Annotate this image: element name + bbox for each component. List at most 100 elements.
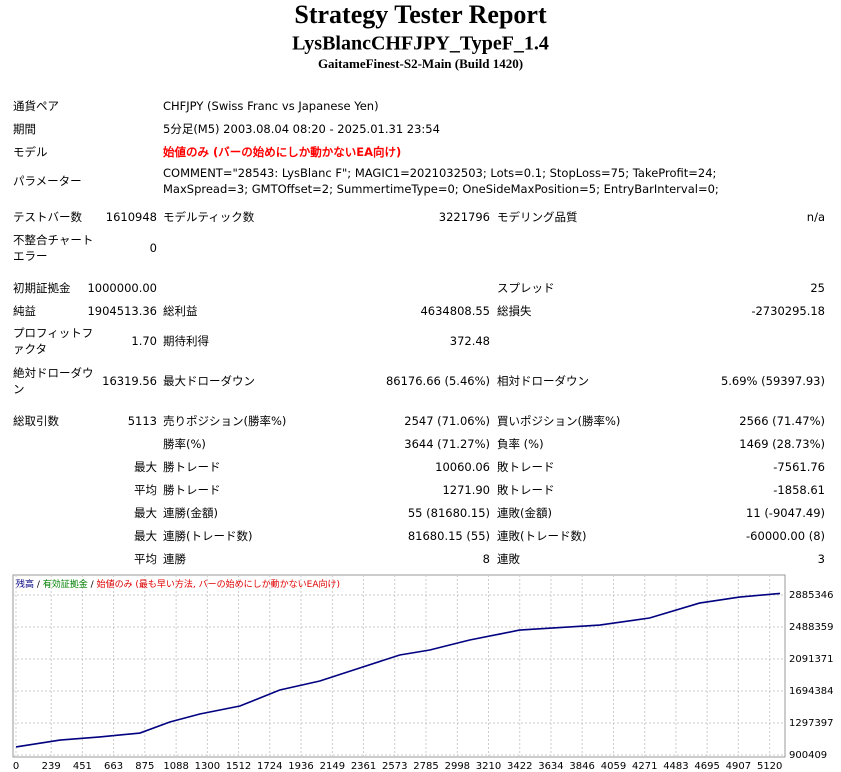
x-tick-label: 2785	[413, 761, 438, 772]
stat-label: 連勝(金額)	[163, 506, 218, 520]
x-tick-label: 3634	[538, 761, 563, 772]
x-tick-label: 1724	[257, 761, 282, 772]
y-tick-label: 2488359	[789, 622, 834, 633]
report-subtitle: LysBlancCHFJPY_TypeF_1.4	[292, 32, 549, 55]
stat-value: 8	[482, 552, 490, 566]
stat-label: 負率 (%)	[497, 437, 544, 451]
stat-label: 敗トレード	[497, 483, 555, 497]
info-value: CHFJPY (Swiss Franc vs Japanese Yen)	[163, 99, 379, 113]
stat-label: 連勝	[163, 552, 186, 566]
stat-label: 不整合チャートエラー	[13, 233, 94, 263]
stat-value: 25	[810, 281, 825, 295]
stat-value: 5.69% (59397.93)	[720, 374, 825, 388]
x-tick-label: 5120	[757, 761, 782, 772]
legend-separator: /	[34, 580, 43, 590]
stat-value: 1.70	[131, 334, 157, 348]
x-tick-label: 4483	[663, 761, 688, 772]
stat-value: 5113	[127, 414, 157, 428]
stat-label: 敗トレード	[497, 460, 555, 474]
stat-value: -60000.00 (8)	[746, 529, 825, 543]
x-tick-label: 4059	[601, 761, 626, 772]
report-server: GaitameFinest-S2-Main (Build 1420)	[317, 56, 524, 71]
info-value: 始値のみ (バーの始めにしか動かないEA向け)	[163, 145, 402, 159]
info-value: COMMENT="28543: LysBlanc F"; MAGIC1=2021…	[163, 166, 719, 196]
legend-separator: /	[88, 580, 97, 590]
stat-label: 勝率(%)	[163, 437, 206, 451]
x-tick-label: 2998	[445, 761, 470, 772]
legend: 残高 / 有効証拠金 / 始値のみ (最も早い方法, バーの始めにしか動かないE…	[16, 578, 340, 590]
x-tick-label: 4907	[726, 761, 751, 772]
x-tick-label: 2149	[320, 761, 345, 772]
x-tick-label: 3422	[507, 761, 532, 772]
stat-value: 1000000.00	[87, 281, 157, 295]
legend-entry: 始値のみ (最も早い方法, バーの始めにしか動かないEA向け)	[97, 578, 340, 590]
stat-value: 3221796	[438, 210, 490, 224]
stat-label: 買いポジション(勝率%)	[497, 414, 621, 428]
x-tick-label: 1300	[195, 761, 220, 772]
stat-value: 最大	[134, 529, 157, 543]
stat-value: 0	[149, 241, 157, 255]
x-tick-label: 239	[42, 761, 61, 772]
stat-value: 372.48	[449, 334, 490, 348]
x-tick-label: 3210	[476, 761, 501, 772]
report-title: Strategy Tester Report	[294, 0, 547, 29]
y-tick-label: 900409	[789, 750, 827, 761]
stat-value: 2547 (71.06%)	[404, 414, 490, 428]
info-label: 通貨ペア	[13, 99, 59, 113]
legend-entry: 有効証拠金	[43, 578, 88, 590]
y-tick-label: 2885346	[789, 590, 834, 601]
stat-value: 81680.15 (55)	[407, 529, 490, 543]
stat-label: 売りポジション(勝率%)	[163, 414, 287, 428]
stat-label: 勝トレード	[163, 460, 221, 474]
y-tick-label: 2091371	[789, 654, 834, 665]
info-value: 5分足(M5) 2003.08.04 08:20 - 2025.01.31 23…	[163, 122, 440, 136]
stat-label: 勝トレード	[163, 483, 221, 497]
stat-value: 最大	[134, 506, 157, 520]
x-tick-label: 3846	[569, 761, 594, 772]
balance-line	[15, 592, 781, 748]
info-label: モデル	[13, 145, 48, 159]
stat-value: 平均	[134, 483, 157, 497]
stat-label: 連敗	[497, 552, 520, 566]
stat-value: 4634808.55	[420, 304, 490, 318]
plot-frame	[12, 574, 786, 758]
stat-value: 10060.06	[435, 460, 490, 474]
stat-value: 2566 (71.47%)	[739, 414, 825, 428]
stat-value: 1610948	[105, 210, 157, 224]
stat-value: 3	[817, 552, 825, 566]
stat-value: -2730295.18	[751, 304, 825, 318]
x-tick-label: 4271	[632, 761, 657, 772]
stat-label: 期待利得	[163, 334, 209, 348]
stat-label: 総取引数	[13, 414, 59, 428]
stat-label: テストバー数	[13, 210, 82, 224]
stat-label: モデリング品質	[497, 210, 578, 224]
y-tick-label: 1694384	[789, 686, 834, 697]
stat-value: 86176.66 (5.46%)	[385, 374, 490, 388]
stat-label: 総損失	[497, 304, 532, 318]
stat-label: 絶対ドローダウン	[13, 366, 94, 396]
stat-value: 1271.90	[442, 483, 490, 497]
x-tick-label: 1088	[163, 761, 188, 772]
stat-label: 連勝(トレード数)	[163, 529, 253, 543]
y-tick-label: 1297397	[789, 718, 834, 729]
stat-value: 平均	[134, 552, 157, 566]
x-tick-label: 2361	[351, 761, 376, 772]
info-label: 期間	[13, 122, 36, 136]
stat-value: -7561.76	[773, 460, 825, 474]
x-tick-label: 4695	[694, 761, 719, 772]
stat-value: 1469 (28.73%)	[739, 437, 825, 451]
stat-label: 連敗(金額)	[497, 506, 552, 520]
stat-value: n/a	[806, 210, 825, 224]
stat-value: 1904513.36	[87, 304, 157, 318]
stat-label: 初期証拠金	[13, 281, 71, 295]
x-tick-label: 0	[13, 761, 19, 772]
x-tick-label: 451	[73, 761, 92, 772]
stat-value: 最大	[134, 460, 157, 474]
stat-label: プロフィットファクタ	[13, 326, 94, 356]
stat-label: 最大ドローダウン	[163, 374, 255, 388]
stat-label: モデルティック数	[163, 210, 255, 224]
stat-value: 11 (-9047.49)	[746, 506, 825, 520]
stat-value: -1858.61	[773, 483, 825, 497]
stat-value: 55 (81680.15)	[407, 506, 490, 520]
